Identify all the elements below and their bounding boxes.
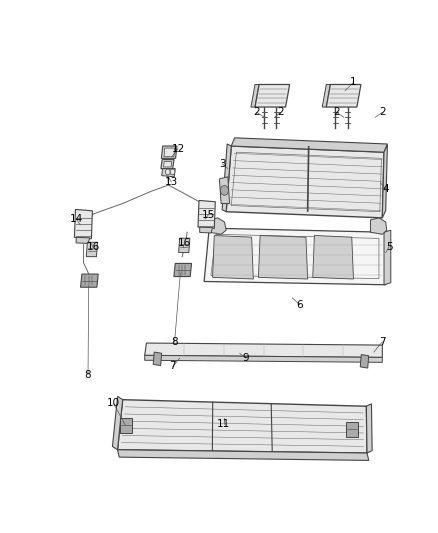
Text: 16: 16	[178, 238, 191, 248]
Text: 14: 14	[70, 214, 83, 224]
Text: 2: 2	[254, 107, 260, 117]
Polygon shape	[120, 418, 132, 432]
Polygon shape	[162, 167, 175, 177]
Text: 5: 5	[386, 241, 392, 252]
Text: 7: 7	[170, 361, 176, 372]
Polygon shape	[74, 209, 92, 239]
Polygon shape	[200, 227, 212, 233]
Polygon shape	[164, 148, 175, 157]
Polygon shape	[163, 161, 172, 167]
Polygon shape	[251, 84, 259, 107]
Polygon shape	[226, 146, 384, 218]
Polygon shape	[198, 200, 215, 229]
Polygon shape	[382, 145, 387, 218]
Polygon shape	[222, 144, 231, 212]
Text: 15: 15	[202, 209, 215, 220]
Polygon shape	[81, 274, 98, 287]
Text: 8: 8	[85, 370, 92, 379]
Text: 13: 13	[165, 177, 178, 187]
Polygon shape	[346, 422, 358, 437]
Polygon shape	[174, 263, 191, 277]
Polygon shape	[145, 343, 382, 358]
Polygon shape	[76, 237, 90, 244]
Polygon shape	[153, 352, 162, 366]
Polygon shape	[371, 218, 387, 235]
Text: 2: 2	[277, 107, 284, 117]
Text: 16: 16	[86, 243, 100, 253]
Polygon shape	[231, 138, 387, 152]
Text: 4: 4	[382, 184, 389, 194]
Polygon shape	[360, 354, 369, 368]
Text: 1: 1	[350, 77, 357, 87]
Polygon shape	[209, 218, 226, 235]
Text: 12: 12	[171, 144, 184, 154]
Polygon shape	[366, 404, 372, 453]
Polygon shape	[258, 236, 307, 279]
Circle shape	[220, 185, 229, 195]
Text: 2: 2	[379, 107, 385, 117]
Polygon shape	[204, 228, 386, 285]
Polygon shape	[161, 146, 177, 158]
Polygon shape	[117, 450, 369, 461]
Polygon shape	[326, 84, 361, 107]
Text: 10: 10	[107, 398, 120, 408]
Polygon shape	[86, 243, 98, 257]
Polygon shape	[145, 356, 382, 362]
Polygon shape	[219, 177, 230, 204]
Polygon shape	[313, 236, 353, 279]
Polygon shape	[255, 84, 290, 107]
Circle shape	[170, 169, 175, 175]
Text: 2: 2	[333, 107, 340, 117]
Text: 8: 8	[171, 337, 178, 347]
Polygon shape	[322, 84, 330, 107]
Polygon shape	[384, 230, 391, 285]
Text: 7: 7	[379, 337, 385, 347]
Polygon shape	[212, 236, 253, 279]
Polygon shape	[117, 400, 367, 453]
Polygon shape	[179, 238, 190, 253]
Polygon shape	[113, 397, 123, 450]
Text: 3: 3	[219, 159, 226, 168]
Text: 11: 11	[217, 419, 230, 429]
Circle shape	[166, 169, 170, 175]
Polygon shape	[161, 159, 174, 168]
Text: 9: 9	[243, 353, 249, 363]
Text: 6: 6	[297, 300, 303, 310]
